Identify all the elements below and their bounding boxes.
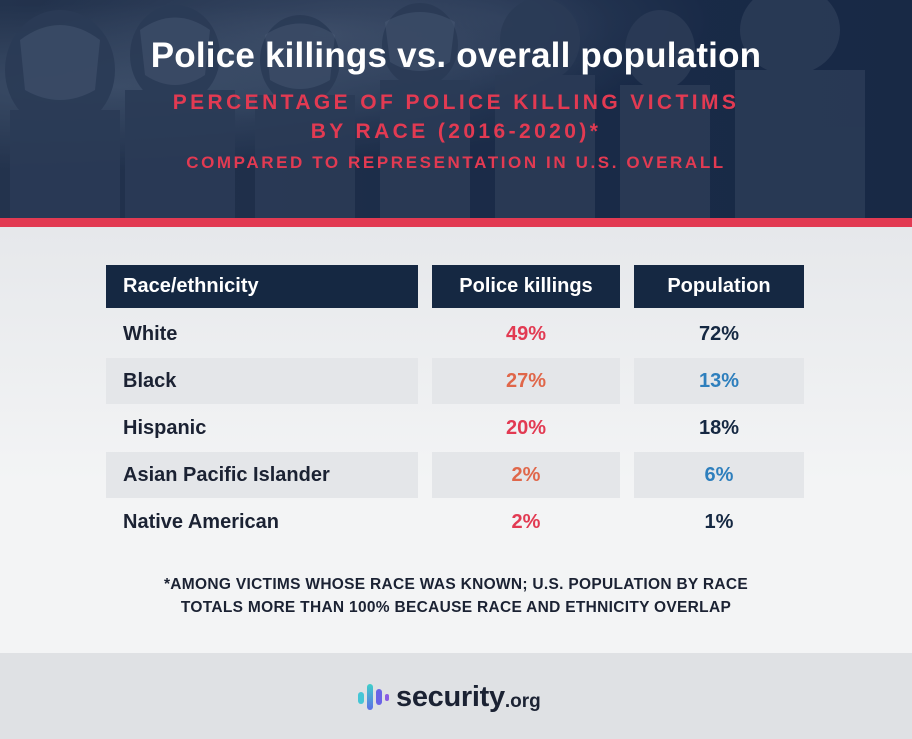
row-stripe [106,358,418,404]
subtitle-line-3: COMPARED TO REPRESENTATION IN U.S. OVERA… [186,153,726,172]
table-cell-race: Hispanic [123,416,207,439]
table-cell-race: White [123,322,178,345]
table-cell-police-killings: 20% [505,416,547,439]
table-cell-population: 13% [698,369,740,392]
row-stripe [432,452,620,498]
table-cell-race: Native American [123,510,279,533]
header-overlay [0,0,912,218]
table-cell-population: 18% [698,416,740,439]
accent-divider [0,218,912,227]
subtitle-line-1: PERCENTAGE OF POLICE KILLING VICTIMS [172,91,740,114]
table-cell-police-killings: 2% [511,510,541,533]
table-cell-population: 6% [704,463,734,486]
row-stripe [634,358,804,404]
security-org-logo[interactable]: security .org [356,677,541,717]
footer [0,653,912,739]
row-stripe [106,452,418,498]
column-header-population: Population [634,265,804,308]
subtitle-line-2: BY RACE (2016-2020)* [310,120,602,143]
table-cell-race: Black [123,369,177,392]
footnote: *AMONG VICTIMS WHOSE RACE WAS KNOWN; U.S… [0,573,912,619]
logo-wordmark: security [396,680,505,713]
police-crowd-photo [5,0,865,218]
header-banner: Police killings vs. overall population P… [0,0,912,218]
table-cell-population: 72% [698,322,740,345]
table-cell-police-killings: 2% [511,463,541,486]
row-stripe [634,452,804,498]
row-stripe [432,358,620,404]
bar-signal-icon [358,684,389,710]
table-cell-police-killings: 27% [505,369,547,392]
logo-tld: .org [504,691,541,712]
table-cell-population: 1% [704,510,734,533]
page-title: Police killings vs. overall population [150,36,762,75]
table-cell-police-killings: 49% [505,322,547,345]
footnote-line-1: *AMONG VICTIMS WHOSE RACE WAS KNOWN; U.S… [163,576,749,593]
column-header-race: Race/ethnicity [106,265,418,308]
column-header-police-killings: Police killings [432,265,620,308]
footnote-line-2: TOTALS MORE THAN 100% BECAUSE RACE AND E… [180,599,732,616]
table-cell-race: Asian Pacific Islander [123,463,330,486]
